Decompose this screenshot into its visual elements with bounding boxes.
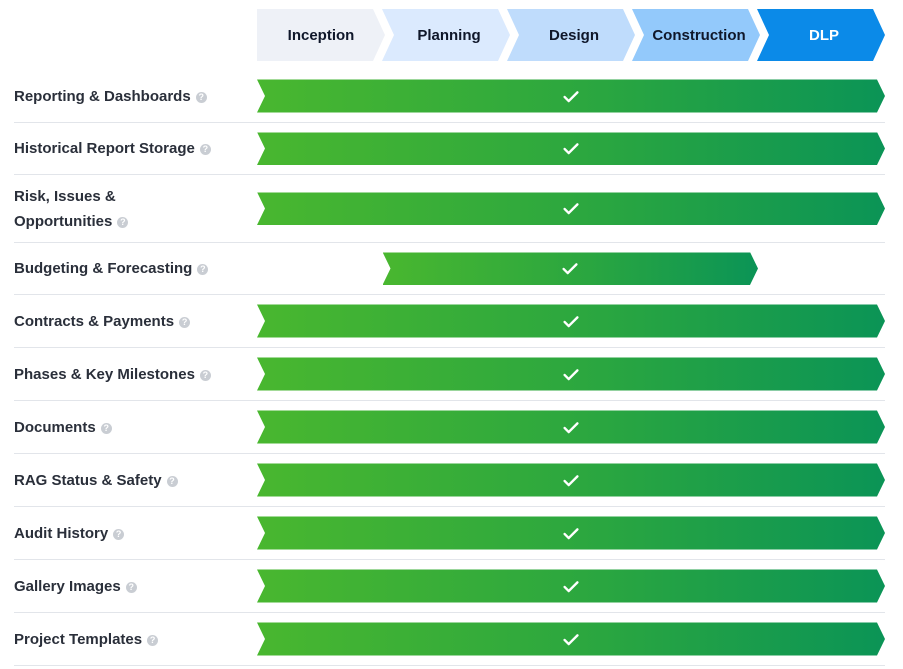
feature-label: Reporting & Dashboards? <box>14 70 249 122</box>
feature-label: Phases & Key Milestones? <box>14 348 249 400</box>
checkmark-icon <box>559 258 581 280</box>
phase-header: Inception Planning Design Construction D… <box>257 9 885 61</box>
availability-bar <box>257 464 885 497</box>
feature-label-text: Audit History <box>14 524 109 542</box>
checkmark-icon <box>560 85 582 107</box>
checkmark-icon <box>560 198 582 220</box>
feature-label-text: Risk, Issues & Opportunities <box>14 187 116 230</box>
feature-row: Phases & Key Milestones? <box>14 348 885 401</box>
availability-bar <box>257 570 885 603</box>
availability-bar <box>257 132 885 165</box>
feature-label-text: Gallery Images <box>14 577 121 595</box>
feature-row: RAG Status & Safety? <box>14 454 885 507</box>
feature-label-text: Documents <box>14 418 96 436</box>
help-icon[interactable]: ? <box>113 528 125 540</box>
checkmark-icon <box>560 628 582 650</box>
feature-label-text: Contracts & Payments <box>14 312 175 330</box>
phase-inception: Inception <box>257 9 385 61</box>
availability-bar <box>257 358 885 391</box>
help-icon[interactable]: ? <box>147 634 159 646</box>
feature-label: Budgeting & Forecasting? <box>14 243 249 294</box>
checkmark-icon <box>560 310 582 332</box>
help-icon[interactable]: ? <box>195 91 207 103</box>
feature-row: Historical Report Storage? <box>14 123 885 175</box>
feature-row: Audit History? <box>14 507 885 560</box>
feature-matrix: Reporting & Dashboards? Historical Report… <box>0 70 903 666</box>
checkmark-icon <box>560 138 582 160</box>
feature-row: Reporting & Dashboards? <box>14 70 885 123</box>
availability-bar <box>257 623 885 656</box>
feature-row: Risk, Issues & Opportunities? <box>14 175 885 243</box>
feature-row: Documents? <box>14 401 885 454</box>
phase-planning: Planning <box>382 9 510 61</box>
feature-row: Budgeting & Forecasting? <box>14 243 885 295</box>
checkmark-icon <box>560 416 582 438</box>
feature-label-text: Reporting & Dashboards <box>14 87 191 105</box>
feature-row: Contracts & Payments? <box>14 295 885 348</box>
availability-bar <box>257 192 885 225</box>
feature-label-text: Historical Report Storage <box>14 140 195 157</box>
feature-label-text: Budgeting & Forecasting <box>14 260 193 277</box>
feature-label-text: RAG Status & Safety <box>14 471 162 489</box>
availability-bar <box>257 80 885 113</box>
help-icon[interactable]: ? <box>179 316 191 328</box>
checkmark-icon <box>560 469 582 491</box>
availability-bar <box>383 252 759 285</box>
checkmark-icon <box>560 522 582 544</box>
help-icon[interactable]: ? <box>166 475 178 487</box>
feature-label: Documents? <box>14 401 249 453</box>
help-icon[interactable]: ? <box>199 369 211 381</box>
feature-label: Contracts & Payments? <box>14 295 249 347</box>
help-icon[interactable]: ? <box>197 264 209 275</box>
checkmark-icon <box>560 575 582 597</box>
feature-label: Historical Report Storage? <box>14 123 249 174</box>
help-icon[interactable]: ? <box>100 422 112 434</box>
help-icon[interactable]: ? <box>125 581 137 593</box>
feature-row: Gallery Images? <box>14 560 885 613</box>
feature-label: Risk, Issues & Opportunities? <box>14 175 154 242</box>
feature-label: Audit History? <box>14 507 249 559</box>
availability-bar <box>257 411 885 444</box>
feature-label: Project Templates? <box>14 613 249 665</box>
phase-design: Design <box>507 9 635 61</box>
feature-label: Gallery Images? <box>14 560 249 612</box>
feature-label-text: Phases & Key Milestones <box>14 365 195 383</box>
help-icon[interactable]: ? <box>199 144 211 155</box>
help-icon[interactable]: ? <box>117 216 129 228</box>
phase-dlp: DLP <box>757 9 885 61</box>
feature-row: Project Templates? <box>14 613 885 666</box>
feature-label-text: Project Templates <box>14 630 143 648</box>
availability-bar <box>257 517 885 550</box>
checkmark-icon <box>560 363 582 385</box>
phase-construction: Construction <box>632 9 760 61</box>
availability-bar <box>257 305 885 338</box>
feature-label: RAG Status & Safety? <box>14 454 249 506</box>
